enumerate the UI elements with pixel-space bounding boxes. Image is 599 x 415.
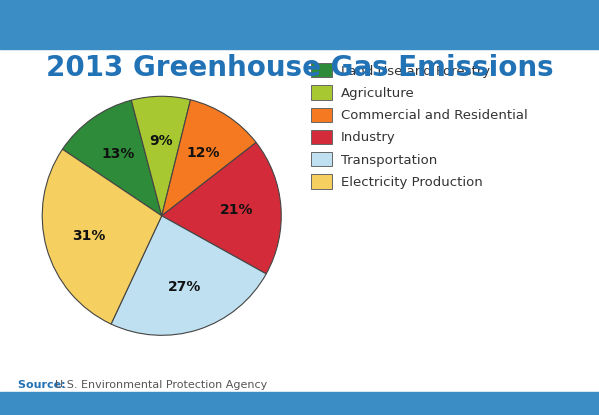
- Text: U.S. Environmental Protection Agency: U.S. Environmental Protection Agency: [55, 380, 267, 390]
- Text: 12%: 12%: [186, 146, 220, 160]
- Wedge shape: [42, 149, 162, 324]
- Text: Source:: Source:: [18, 380, 69, 390]
- Wedge shape: [131, 96, 190, 216]
- Wedge shape: [162, 100, 256, 216]
- Text: 9%: 9%: [149, 134, 173, 147]
- Text: 27%: 27%: [168, 281, 202, 294]
- Wedge shape: [62, 100, 162, 216]
- Text: 31%: 31%: [72, 229, 106, 243]
- Legend: Land Use and Forestry, Agriculture, Commercial and Residential, Industry, Transp: Land Use and Forestry, Agriculture, Comm…: [311, 63, 528, 189]
- Text: 21%: 21%: [220, 203, 253, 217]
- Text: 13%: 13%: [101, 147, 135, 161]
- Text: 2013 Greenhouse Gas Emissions: 2013 Greenhouse Gas Emissions: [46, 54, 553, 82]
- Wedge shape: [111, 216, 266, 335]
- Wedge shape: [162, 142, 282, 274]
